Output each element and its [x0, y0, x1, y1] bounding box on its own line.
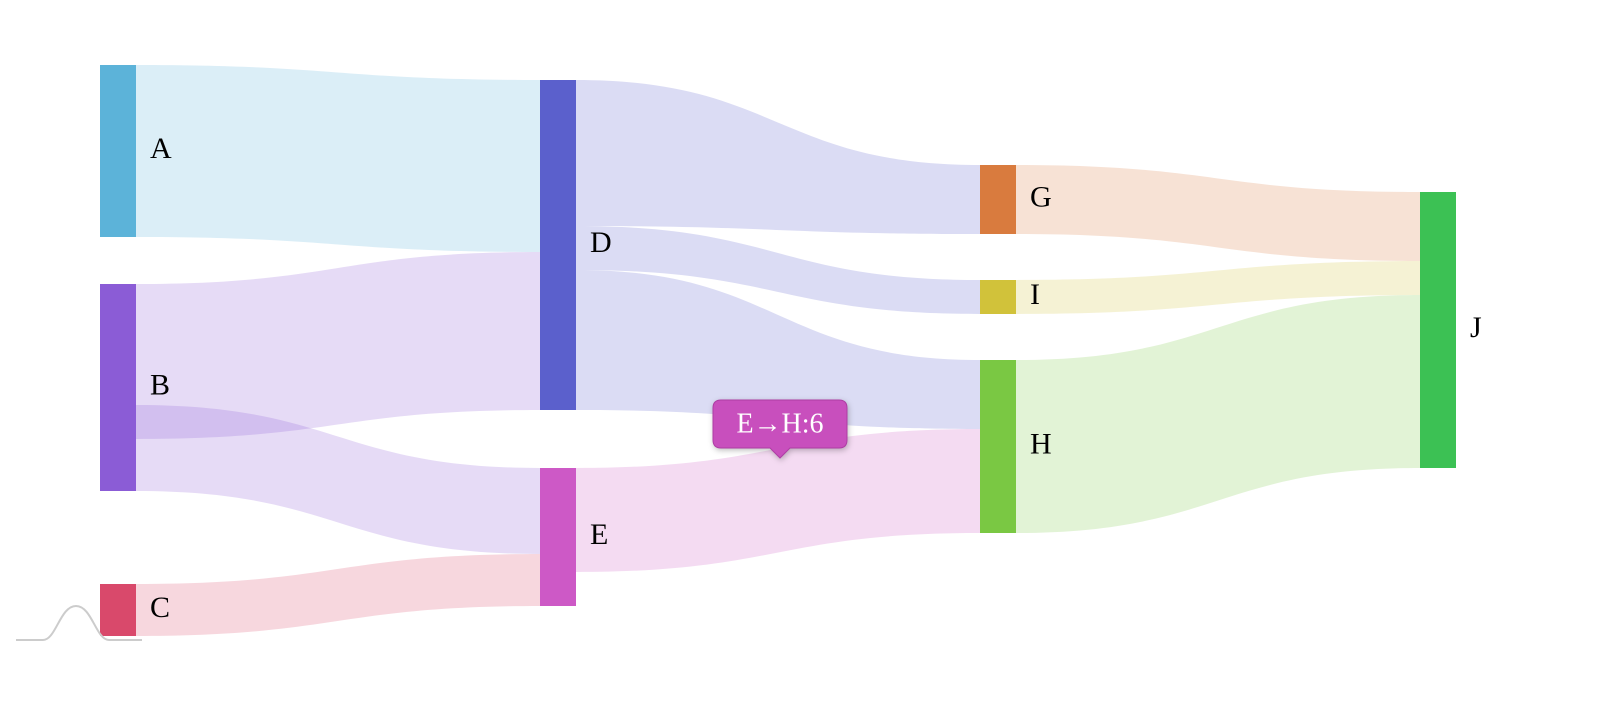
node-H[interactable]: [980, 360, 1016, 533]
node-label-I: I: [1030, 278, 1040, 311]
node-label-G: G: [1030, 180, 1052, 213]
link-H-J[interactable]: [1016, 295, 1420, 533]
node-J[interactable]: [1420, 192, 1456, 468]
node-label-E: E: [590, 518, 608, 551]
node-label-B: B: [150, 368, 170, 401]
node-E[interactable]: [540, 468, 576, 606]
node-A[interactable]: [100, 65, 136, 237]
node-G[interactable]: [980, 165, 1016, 234]
node-C[interactable]: [100, 584, 136, 636]
sankey-diagram: A B C D E G I H J E→H:6: [0, 0, 1600, 724]
node-label-D: D: [590, 226, 612, 259]
links-layer: [136, 65, 1420, 636]
watermark-curve: [43, 606, 109, 640]
node-label-J: J: [1470, 311, 1482, 344]
node-B[interactable]: [100, 284, 136, 491]
node-label-A: A: [150, 132, 172, 165]
link-A-D[interactable]: [136, 65, 540, 252]
node-I[interactable]: [980, 280, 1016, 314]
link-C-E[interactable]: [136, 554, 540, 636]
node-D[interactable]: [540, 80, 576, 410]
link-B-E[interactable]: [136, 405, 540, 554]
link-D-G[interactable]: [576, 80, 980, 234]
node-label-H: H: [1030, 427, 1052, 460]
node-label-C: C: [150, 591, 170, 624]
tooltip-text: E→H:6: [736, 408, 823, 439]
link-G-J[interactable]: [1016, 165, 1420, 261]
